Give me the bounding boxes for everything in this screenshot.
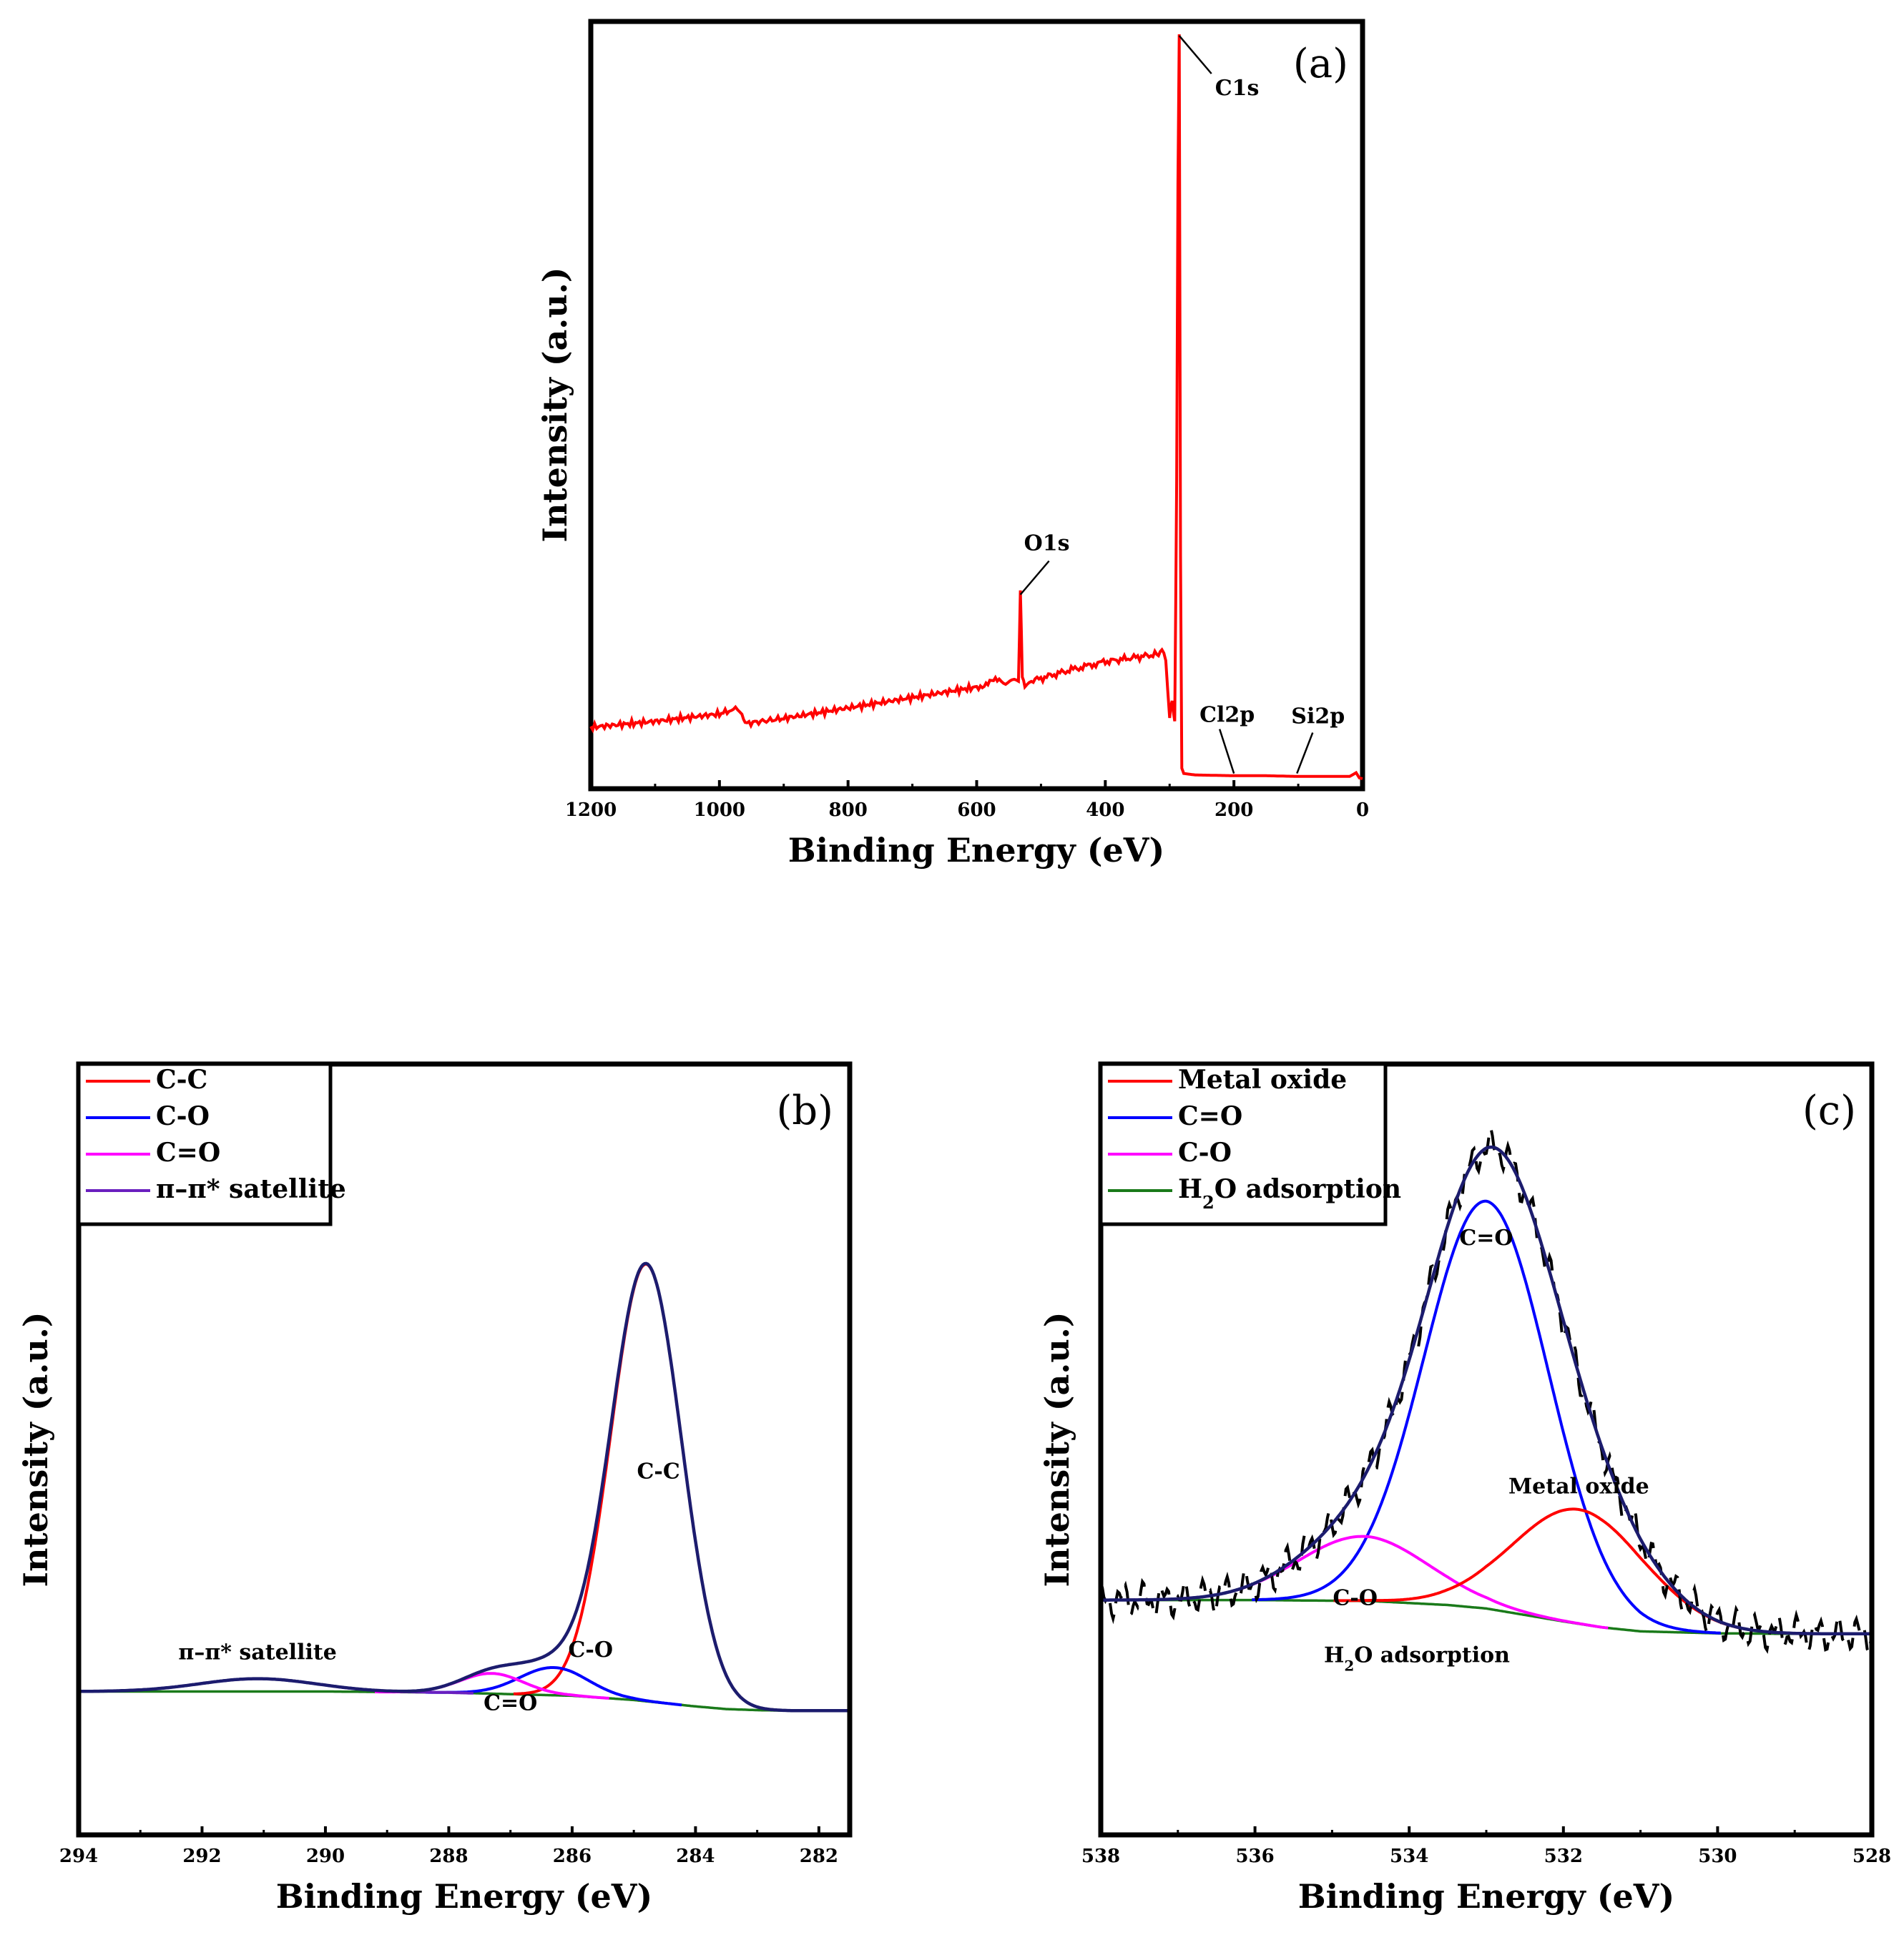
panel-b-x-tick-label: 284: [676, 1846, 715, 1867]
panel-a-x-tick-label: 800: [829, 799, 868, 821]
panel-b-x-tick-label: 294: [59, 1846, 98, 1867]
panel-c-legend: Metal oxide C=O C-O H2O adsorption: [1099, 1062, 1401, 1226]
panel-b-legend: C-C C-O C=O π–π* satellite: [77, 1062, 346, 1226]
panel-c-legend-label: Metal oxide: [1178, 1065, 1347, 1095]
panel-b-x-tick-label: 288: [429, 1846, 468, 1867]
panel-a-annotations: C1s O1s Cl2p Si2p: [1019, 35, 1345, 774]
panel-a-x-ticks: 1200 1000 800 600 400 200 0: [565, 780, 1369, 821]
panel-b-legend-label: C=O: [156, 1138, 220, 1168]
panel-a-x-tick-label: 400: [1086, 799, 1124, 821]
panel-c-legend-label: H2O adsorption: [1178, 1174, 1401, 1213]
panel-b-envelope-line: [79, 1261, 850, 1713]
panel-c-x-axis-title: Binding Energy (eV): [1298, 1877, 1674, 1916]
panel-a-x-tick-label: 1200: [565, 799, 617, 821]
panel-a-x-tick-label: 200: [1214, 799, 1253, 821]
panel-b-c1s-spectrum: 294 292 290 288 286 284 282 C-C C-O C=O π–π* sate…: [16, 1061, 853, 1916]
panel-b-frame: [76, 1061, 853, 1838]
panel-c-x-tick-label: 534: [1390, 1846, 1428, 1867]
panel-a-peak-label: Si2p: [1291, 704, 1345, 729]
panel-c-x-ticks: 538 536 534 532 530 528: [1081, 1826, 1891, 1867]
panel-b-peak-label: C-C: [637, 1459, 680, 1484]
panel-c-legend-label: C=O: [1178, 1101, 1242, 1131]
panel-b-background-line: [79, 1690, 850, 1713]
panel-c-x-tick-label: 532: [1544, 1846, 1583, 1867]
panel-b-label: (b): [776, 1088, 833, 1134]
panel-c-peak-label: H2O adsorption: [1324, 1643, 1510, 1674]
panel-b-legend-label: C-O: [156, 1101, 210, 1131]
panel-a-x-tick-label: 600: [957, 799, 996, 821]
panel-b-peak-c-o: [426, 1666, 682, 1707]
panel-a-series: [589, 34, 1363, 780]
panel-c-y-axis-title: Intensity (a.u.): [1038, 1311, 1076, 1587]
panel-a-peak-label: Cl2p: [1199, 703, 1255, 728]
panel-a-peak-label: O1s: [1024, 531, 1070, 556]
panel-b-y-axis-title: Intensity (a.u.): [16, 1311, 55, 1587]
panel-c-o1s-spectrum: 538 536 534 532 530 528 Metal oxide C=O C-O H2O …: [1038, 1061, 1891, 1916]
panel-c-peak-label: Metal oxide: [1508, 1474, 1649, 1499]
panel-c-raw-data-line: [1099, 1123, 1873, 1658]
panel-b-peak-c-c: [513, 1262, 779, 1712]
panel-c-x-tick-label: 530: [1698, 1846, 1737, 1867]
panel-b-x-tick-label: 286: [553, 1846, 592, 1867]
panel-a-x-tick-label: 1000: [694, 799, 745, 821]
panel-b-legend-box: [77, 1062, 333, 1226]
panel-c-peak-c-o: [1252, 1199, 1721, 1635]
panel-b-annotations: C-C C-O C=O π–π* satellite: [178, 1459, 679, 1715]
panel-c-legend-box: [1099, 1062, 1388, 1226]
panel-c-peak-label: C=O: [1459, 1226, 1513, 1251]
panel-a-label: (a): [1293, 41, 1348, 87]
panel-b-peak-label: C=O: [484, 1691, 537, 1716]
panel-c-peak-c-o: [1116, 1535, 1609, 1630]
panel-a-frame: [588, 19, 1365, 792]
panel-c-legend-label: C-O: [1178, 1138, 1232, 1168]
panel-b-x-axis-title: Binding Energy (eV): [276, 1877, 652, 1916]
panel-c-peak-metal-oxide: [1333, 1507, 1826, 1635]
panel-c-x-tick-label: 528: [1853, 1846, 1891, 1867]
panel-a-y-axis-title: Intensity (a.u.): [536, 267, 574, 542]
panel-b-peak-label: π–π* satellite: [178, 1640, 336, 1665]
panel-c-label: (c): [1802, 1088, 1856, 1134]
panel-a-x-axis-title: Binding Energy (eV): [788, 831, 1164, 870]
panel-b-series: [79, 1261, 850, 1713]
panel-b-x-tick-label: 282: [800, 1846, 838, 1867]
panel-c-peak-label: C-O: [1333, 1586, 1378, 1611]
panel-b-x-ticks: 294 292 290 288 286 284 282: [59, 1826, 838, 1867]
panel-a-leader-line: [1019, 560, 1050, 596]
panel-b-x-tick-label: 292: [182, 1846, 221, 1867]
panel-b-legend-label: π–π* satellite: [156, 1174, 346, 1204]
panel-a-leader-line: [1296, 732, 1314, 774]
panel-c-x-tick-label: 536: [1235, 1846, 1274, 1867]
panel-b-peak-label: C-O: [569, 1638, 613, 1663]
panel-b-legend-label: C-C: [156, 1065, 207, 1095]
panel-a-leader-line: [1178, 35, 1212, 74]
panel-a-survey-spectrum: 1200 1000 800 600 400 200 0 C1s O1s Cl2p Si2p (a)…: [536, 19, 1369, 870]
panel-c-x-tick-label: 538: [1081, 1846, 1120, 1867]
panel-a-survey-line: [589, 34, 1363, 780]
panel-b-x-tick-label: 290: [306, 1846, 345, 1867]
panel-a-leader-line: [1218, 729, 1235, 774]
panel-a-x-tick-label: 0: [1356, 799, 1369, 821]
panel-c-annotations: Metal oxide C=O C-O H2O adsorption: [1324, 1226, 1649, 1674]
panel-a-peak-label: C1s: [1215, 76, 1260, 101]
panel-c-envelope-line: [1101, 1145, 1872, 1636]
panel-c-series: [1099, 1123, 1873, 1658]
